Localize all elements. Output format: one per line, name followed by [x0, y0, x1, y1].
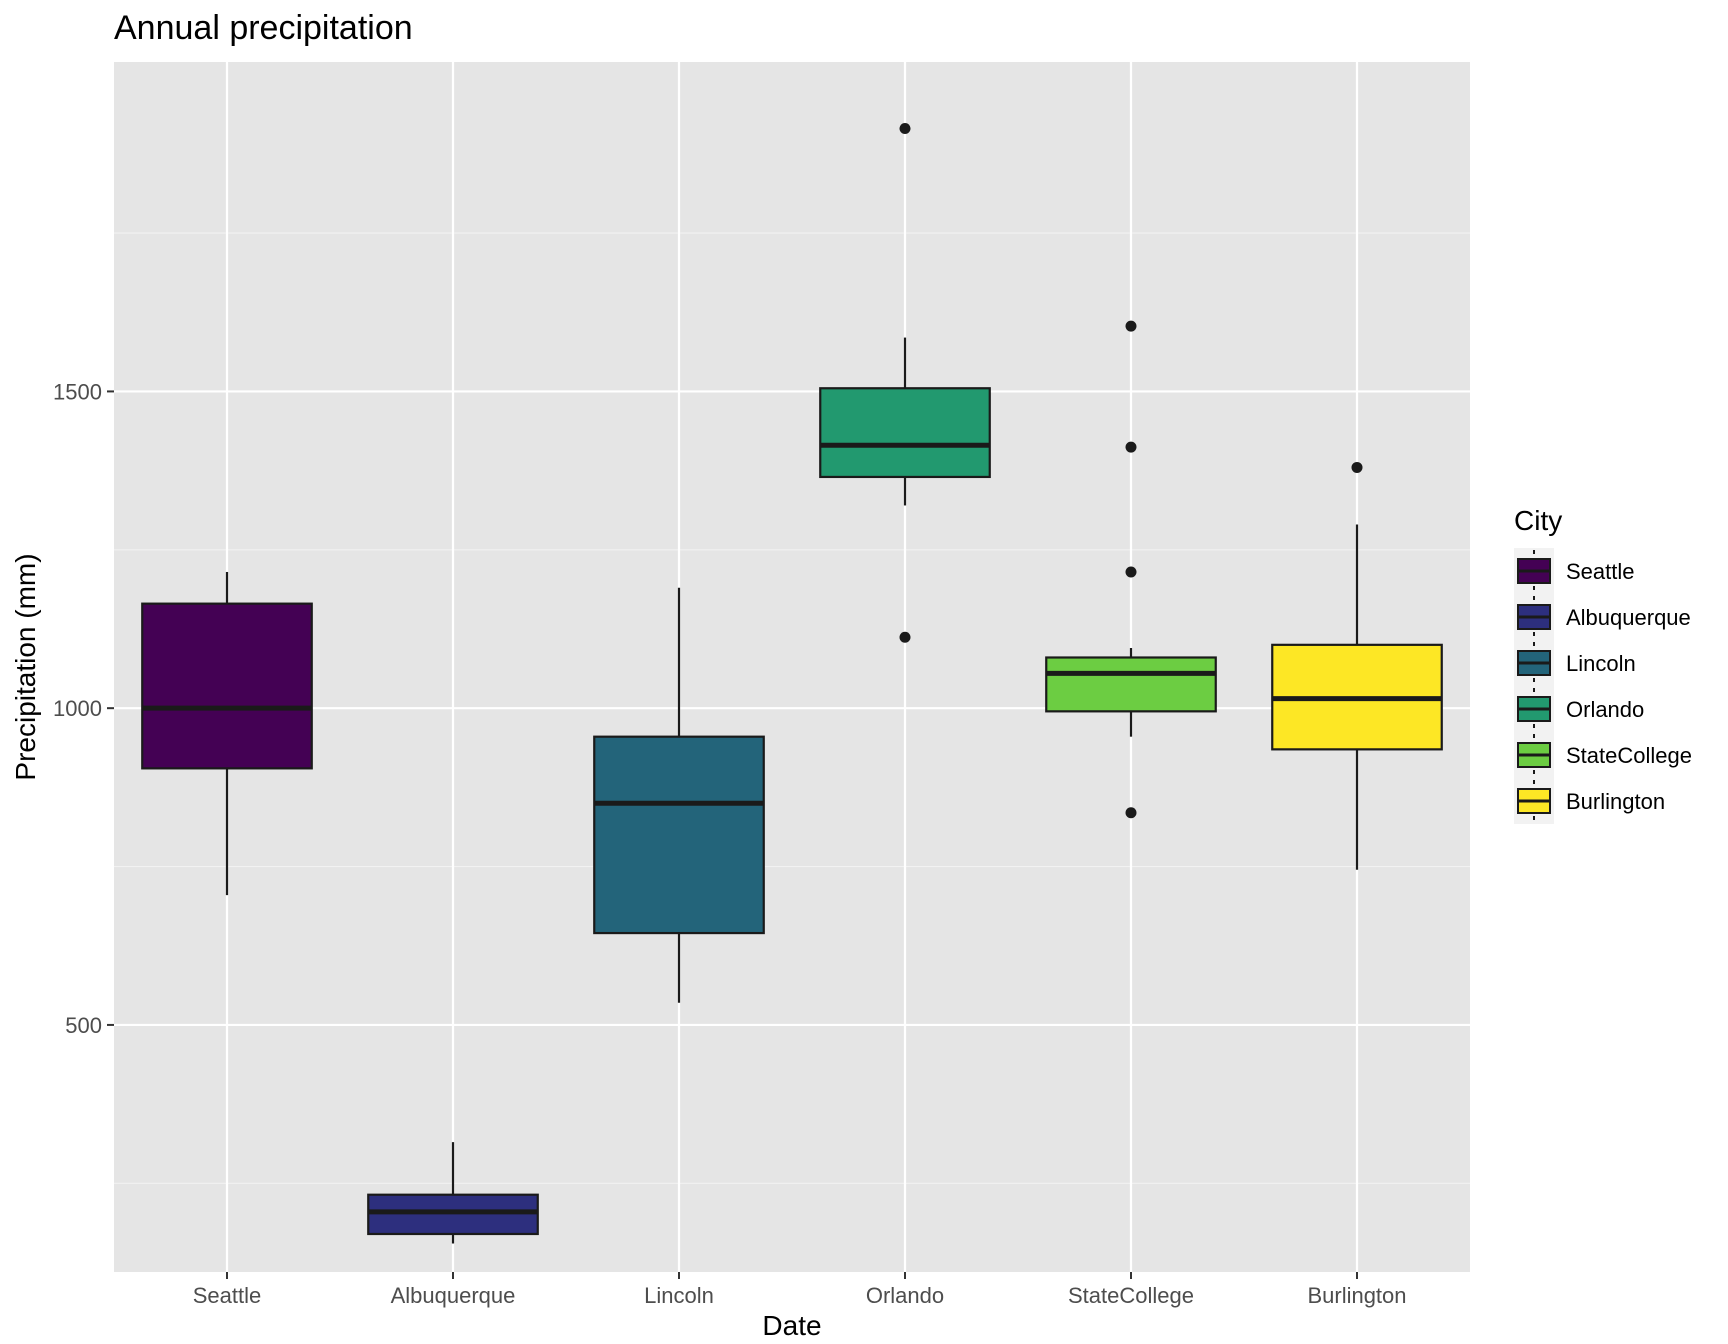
- legend-item-orlando: Orlando: [1514, 686, 1644, 732]
- box-iqr: [819, 387, 991, 479]
- x-tick-label: StateCollege: [1068, 1283, 1194, 1308]
- x-tick-label: Albuquerque: [391, 1283, 516, 1308]
- legend-label: Orlando: [1566, 697, 1644, 722]
- outlier-point: [1125, 807, 1137, 819]
- y-tick-label: 500: [65, 1013, 102, 1038]
- outlier-point: [899, 631, 911, 643]
- outlier-point: [1351, 461, 1363, 473]
- box-iqr: [367, 1193, 539, 1236]
- box-iqr: [593, 735, 765, 935]
- box-statecollege: [1045, 320, 1217, 819]
- outlier-point: [1125, 320, 1137, 332]
- box-iqr: [141, 602, 313, 770]
- outlier-point: [1125, 566, 1137, 578]
- legend-label: Seattle: [1566, 559, 1635, 584]
- legend: City Seattle Albuquerque Lincoln Orlando Sta…: [1514, 505, 1692, 824]
- box-albuquerque: [367, 1142, 539, 1244]
- x-tick-label: Orlando: [866, 1283, 944, 1308]
- boxes: [141, 123, 1443, 1244]
- y-tick-label: 1500: [53, 379, 102, 404]
- x-tick-label: Burlington: [1307, 1283, 1406, 1308]
- x-tick-label: Lincoln: [644, 1283, 714, 1308]
- legend-label: Lincoln: [1566, 651, 1636, 676]
- x-tick-label: Seattle: [193, 1283, 262, 1308]
- box-iqr: [1045, 656, 1217, 713]
- legend-item-albuquerque: Albuquerque: [1514, 594, 1691, 640]
- legend-item-seattle: Seattle: [1514, 548, 1635, 594]
- legend-item-lincoln: Lincoln: [1514, 640, 1636, 686]
- y-tick-label: 1000: [53, 696, 102, 721]
- legend-label: StateCollege: [1566, 743, 1692, 768]
- box-orlando: [819, 123, 991, 643]
- legend-label: Burlington: [1566, 789, 1665, 814]
- box-lincoln: [593, 587, 765, 1003]
- y-axis-title: Precipitation (mm): [10, 553, 41, 780]
- chart-title: Annual precipitation: [114, 9, 413, 47]
- outlier-point: [899, 123, 911, 135]
- y-axis: 500 1000 1500: [53, 379, 114, 1038]
- minor-gridlines: [114, 232, 1470, 1184]
- legend-item-statecollege: StateCollege: [1514, 732, 1692, 778]
- legend-title: City: [1514, 505, 1562, 536]
- legend-item-burlington: Burlington: [1514, 778, 1665, 824]
- box-seattle: [141, 571, 313, 896]
- box-burlington: [1271, 461, 1443, 870]
- legend-label: Albuquerque: [1566, 605, 1691, 630]
- x-axis: Seattle Albuquerque Lincoln Orlando StateCol…: [193, 1272, 1407, 1308]
- outlier-point: [1125, 441, 1137, 453]
- plot-panel: [114, 62, 1470, 1272]
- x-axis-title: Date: [762, 1310, 821, 1341]
